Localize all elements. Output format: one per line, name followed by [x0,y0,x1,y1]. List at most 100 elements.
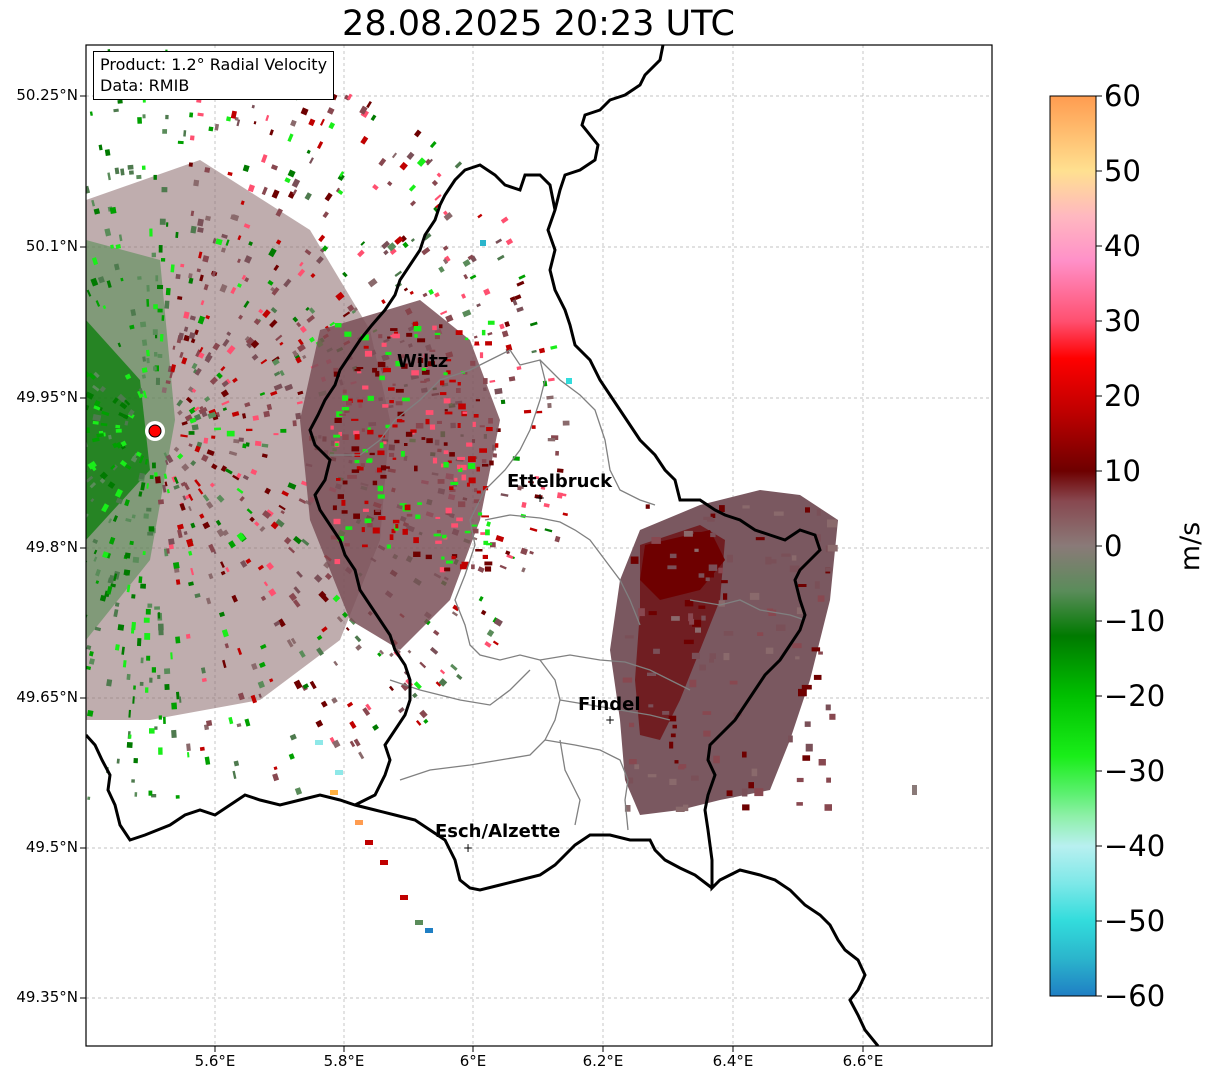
echo-pixel [132,556,140,563]
echo-pixel [313,574,323,583]
echo-pixel [212,342,221,351]
echo-pixel [208,543,216,553]
echo-pixel [215,238,223,246]
echo-pixel [417,338,426,343]
echo-pixel [244,718,251,727]
echo-pixel [262,510,272,519]
echo-pixel [212,238,217,244]
echo-pixel [175,636,181,644]
colorbar-tick-minus-50: −50 [1104,904,1166,938]
echo-pixel [323,561,331,569]
echo-pixel [149,228,153,237]
echo-pixel [414,129,422,138]
echo-pixel [443,462,449,468]
echo-pixel [399,503,407,506]
echo-pixel [220,465,227,472]
echo-pixel [356,466,364,471]
echo-pixel [270,521,279,530]
echo-pixel [222,338,230,347]
echo-pixel [308,307,316,314]
echo-pixel [188,443,193,448]
echo-pixel [189,135,195,141]
echo-pixel [237,282,242,288]
echo-pixel [234,116,239,121]
echo-pixel [372,480,378,486]
echo-pixel [209,482,215,488]
echo-pixel [768,609,777,616]
echo-pixel [333,371,340,377]
echo-pixel [124,499,130,507]
echo-pixel [93,208,101,215]
echo-pixel [425,554,432,560]
echo-pixel [336,616,344,623]
echo-pixel [494,443,499,448]
echo-pixel [562,512,568,517]
echo-pixel [155,334,158,339]
echo-pixel [108,536,116,545]
echo-pixel [228,716,234,725]
echo-pixel [342,311,351,318]
echo-pixel [128,170,134,175]
echo-pixel [120,277,124,282]
echo-pixel [188,493,194,501]
echo-pixel [90,498,95,503]
echo-pixel [332,739,341,749]
lat-label-49-65: 49.65°N [16,688,78,706]
echo-pixel [375,509,381,512]
echo-pixel [708,564,718,571]
echo-pixel [796,607,803,615]
colorbar-tick-minus-40: −40 [1104,829,1166,863]
echo-pixel [216,494,225,503]
echo-pixel [377,652,382,657]
echo-pixel [139,681,144,686]
echo-pixel [475,549,483,552]
echo-pixel [456,673,463,680]
echo-pixel [225,468,233,475]
echo-pixel [86,645,92,650]
echo-pixel [426,438,433,444]
echo-pixel [236,532,246,542]
echo-pixel [357,399,363,403]
echo-pixel [451,523,459,528]
echo-pixel [298,498,307,505]
echo-pixel [411,692,418,699]
echo-pixel [175,795,180,799]
echo-pixel [479,425,485,428]
echo-pixel [421,369,430,375]
echo-pixel [283,278,292,288]
echo-pixel [814,581,820,589]
echo-pixel [257,680,265,689]
findel-marker: + [605,713,615,727]
echo-pixel [106,586,113,595]
echo-pixel [188,273,193,279]
echo-pixel [193,179,200,187]
echo-pixel [499,323,505,330]
echo-pixel [723,631,734,636]
echo-pixel [801,684,812,690]
echo-pixel [534,476,540,480]
echo-pixel [449,489,456,492]
echo-pixel [177,523,184,530]
echo-pixel [168,538,175,545]
lat-label-49-8: 49.8°N [25,538,78,556]
echo-pixel [457,382,461,386]
echo-pixel [403,287,409,292]
echo-pixel [273,383,283,391]
echo-pixel [496,254,505,261]
echo-pixel [432,629,440,636]
echo-pixel [87,460,97,470]
echo-pixel [476,303,481,308]
echo-pixel [114,644,120,651]
echo-pixel [269,129,274,136]
echo-pixel [88,650,94,657]
echo-pixel [302,354,307,360]
echo-pixel [443,212,453,221]
echo-pixel [555,450,559,456]
echo-pixel [796,777,804,783]
echo-pixel [446,370,451,375]
echo-pixel [145,687,149,693]
echo-pixel [703,516,713,520]
echo-pixel [220,366,226,372]
echo-pixel [335,291,345,301]
